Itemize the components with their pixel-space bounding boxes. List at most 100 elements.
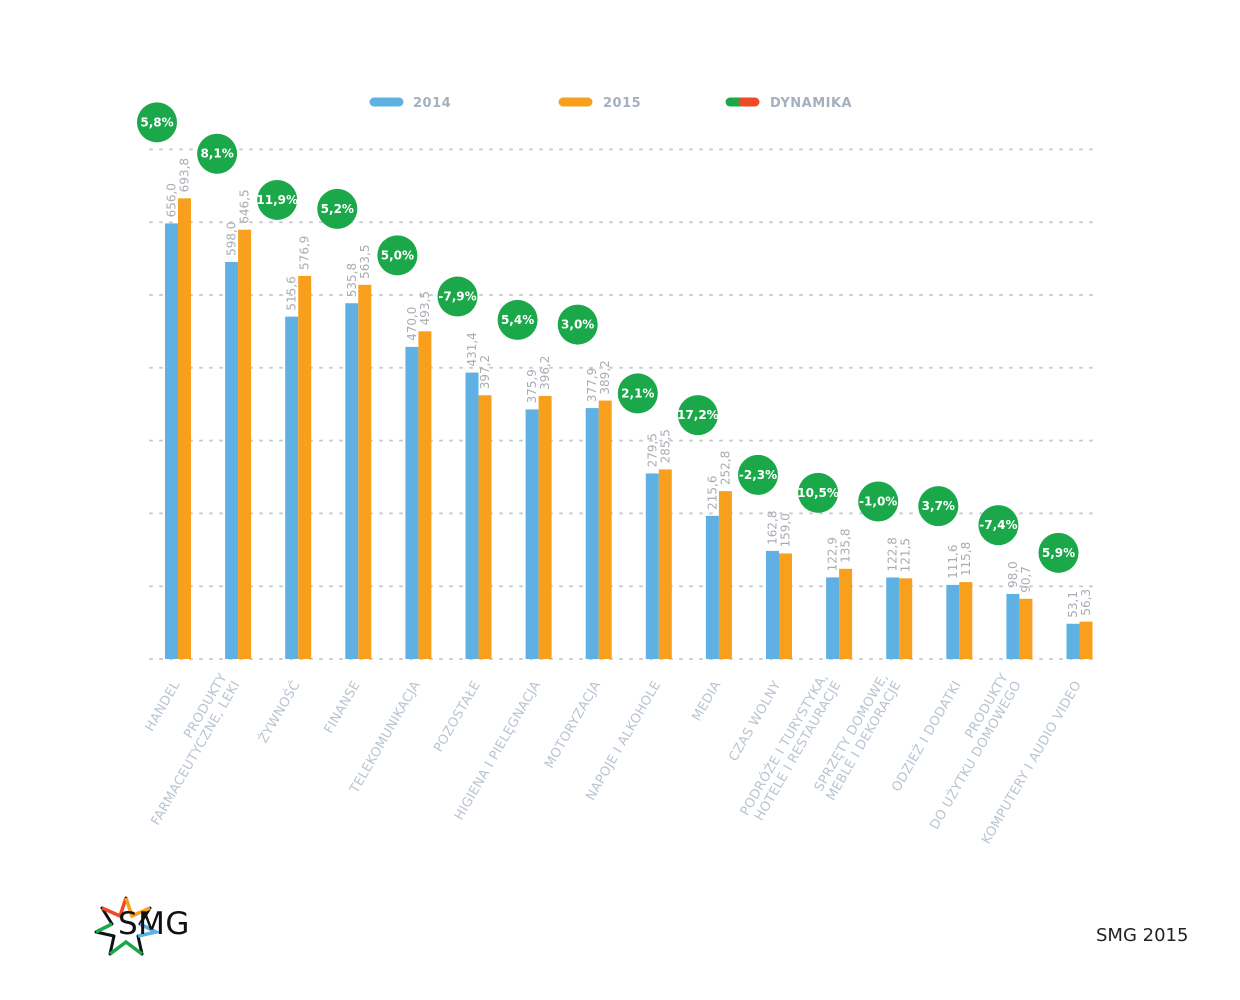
- data-label-2015: 693,8: [178, 158, 192, 192]
- category-label-line: MEDIA: [690, 679, 725, 724]
- dynamics-bubble: [798, 472, 839, 513]
- dynamics-bubble: [617, 373, 658, 414]
- bar-2015: [238, 229, 252, 659]
- category-label: POZOSTAŁE: [431, 679, 484, 755]
- bar-2015: [1019, 598, 1033, 659]
- category-label-line: TELEKOMUNIKACJA: [347, 679, 424, 797]
- dynamics-label: 3,7%: [922, 499, 955, 513]
- bar-2015: [478, 395, 492, 659]
- bar-2015: [959, 582, 973, 659]
- category-label-line: PODRÓŻE I TURYSTYKA,: [737, 671, 832, 819]
- bar-2015: [718, 491, 732, 659]
- bar-2015: [899, 578, 913, 659]
- footer-credit: SMG 2015: [1096, 925, 1189, 946]
- bar-2014: [345, 303, 359, 659]
- bar-2015: [418, 331, 432, 659]
- data-label-2014: 215,6: [705, 475, 719, 509]
- bar-2014: [525, 409, 539, 659]
- dynamics-bubble: [317, 188, 358, 229]
- dynamics-bubble: [978, 505, 1019, 546]
- dynamics-label: 11,9%: [256, 193, 298, 207]
- dynamics-label: -2,3%: [739, 468, 777, 482]
- data-label-2015: 56,3: [1079, 589, 1093, 616]
- data-label-2014: 279,5: [645, 433, 659, 467]
- data-label-2015: 396,2: [538, 356, 552, 390]
- dynamics-label: 8,1%: [200, 147, 233, 161]
- data-label-2015: 90,7: [1019, 566, 1033, 593]
- bar-2014: [585, 408, 599, 659]
- legend-label-2014: 2014: [413, 96, 451, 111]
- bar-2014: [285, 316, 299, 659]
- logo-text: SMG: [118, 906, 190, 942]
- category-label: MEDIA: [690, 679, 725, 724]
- bar-2015: [538, 395, 552, 659]
- dynamics-bubble: [437, 276, 478, 317]
- data-label-2014: 656,0: [165, 183, 179, 217]
- data-label-2015: 121,5: [899, 538, 913, 572]
- data-label-2014: 53,1: [1066, 591, 1080, 618]
- dynamics-bubble: [197, 133, 238, 174]
- data-label-2015: 563,5: [358, 244, 372, 278]
- category-label: MOTORYZACJA: [542, 679, 604, 772]
- dynamics-bubble: [677, 395, 718, 436]
- dynamics-label: 5,2%: [321, 202, 354, 216]
- bar-2015: [1079, 621, 1093, 659]
- dynamics-label: 5,9%: [1042, 546, 1075, 560]
- category-label-line: HANDEL: [143, 678, 184, 734]
- category-label: TELEKOMUNIKACJA: [347, 679, 424, 797]
- data-label-2014: 377,9: [585, 368, 599, 402]
- bar-2014: [886, 577, 900, 659]
- bar-2015: [358, 284, 372, 659]
- category-label: PODRÓŻE I TURYSTYKA,HOTELE I RESTAURACJE: [737, 671, 845, 826]
- data-label-2014: 111,6: [946, 545, 960, 579]
- bar-2014: [1006, 593, 1020, 659]
- category-label: FINANSE: [322, 679, 364, 737]
- bar-2014: [946, 584, 960, 659]
- category-label-line: POZOSTAŁE: [431, 679, 484, 755]
- dynamics-label: -7,9%: [438, 290, 476, 304]
- data-label-2015: 135,8: [839, 528, 853, 562]
- dynamics-label: -1,0%: [859, 494, 897, 508]
- data-label-2015: 389,2: [598, 360, 612, 394]
- data-label-2015: 397,2: [478, 355, 492, 389]
- bar-2014: [225, 261, 239, 659]
- dynamics-label: 17,2%: [677, 408, 719, 422]
- data-label-2015: 252,8: [718, 451, 732, 485]
- dynamics-label: 10,5%: [797, 486, 839, 500]
- dynamics-bubble: [497, 299, 538, 340]
- dynamics-bubble: [377, 235, 418, 276]
- data-label-2014: 162,8: [766, 511, 780, 545]
- data-label-2015: 115,8: [959, 542, 973, 576]
- bar-2015: [598, 400, 612, 659]
- category-label: ŻYWNOŚĆ: [255, 678, 303, 746]
- data-label-2014: 122,9: [826, 537, 840, 571]
- bar-2015: [658, 469, 672, 659]
- dynamics-label: 3,0%: [561, 318, 594, 332]
- category-label-line: ODZIEŻ I DODATKI: [888, 678, 964, 794]
- bar-2014: [826, 577, 840, 659]
- category-label-line: ŻYWNOŚĆ: [255, 678, 303, 746]
- data-label-2014: 515,6: [285, 276, 299, 310]
- dynamics-bubble: [738, 454, 778, 495]
- legend-label-dynamics: DYNAMIKA: [770, 96, 852, 111]
- data-label-2014: 431,4: [465, 332, 479, 366]
- category-label-line: FINANSE: [322, 679, 364, 737]
- data-label-2014: 535,8: [345, 263, 359, 297]
- bar-2015: [779, 553, 792, 659]
- data-label-2014: 122,8: [886, 537, 900, 571]
- legend-label-2015: 2015: [603, 96, 641, 111]
- dynamics-label: 5,8%: [140, 115, 173, 129]
- bar-2015: [178, 198, 191, 659]
- data-label-2015: 646,5: [238, 189, 252, 223]
- dynamics-bubble: [137, 102, 177, 143]
- bar-2014: [705, 515, 719, 659]
- data-label-2014: 98,0: [1006, 561, 1020, 588]
- data-label-2014: 375,9: [525, 369, 539, 403]
- dynamics-bubble: [1038, 532, 1079, 573]
- data-label-2014: 598,0: [225, 222, 239, 256]
- bar-2015: [298, 275, 312, 659]
- data-label-2014: 470,0: [405, 307, 419, 341]
- category-label-line: MOTORYZACJA: [542, 679, 604, 772]
- data-label-2015: 159,0: [779, 513, 793, 547]
